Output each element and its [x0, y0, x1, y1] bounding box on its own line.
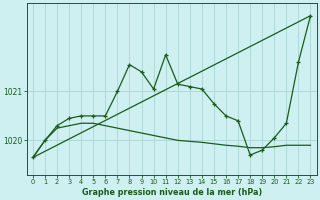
X-axis label: Graphe pression niveau de la mer (hPa): Graphe pression niveau de la mer (hPa)	[82, 188, 262, 197]
